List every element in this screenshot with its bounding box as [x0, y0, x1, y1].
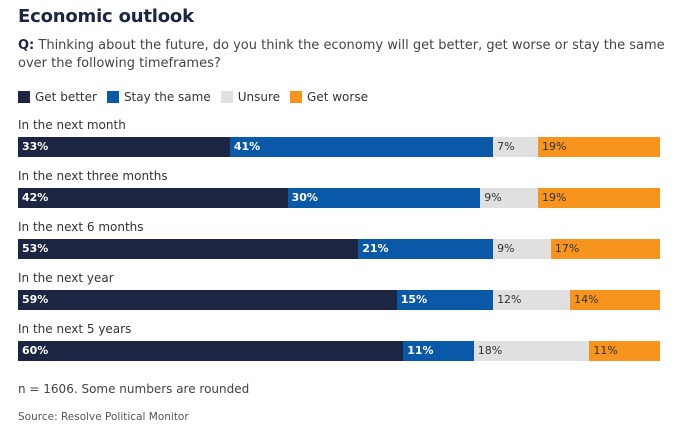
bar-row: 53% 21% 9% 17% [18, 239, 660, 259]
bar-row: 59% 15% 12% 14% [18, 290, 660, 310]
row-label: In the next 6 months [18, 220, 144, 234]
bar-row: 33% 41% 7% 19% [18, 137, 660, 157]
bar-segment-unsure: 12% [493, 290, 571, 310]
data-label-worse: 11% [593, 344, 618, 357]
data-label-same: 15% [400, 293, 428, 306]
bar-segment-unsure: 9% [480, 188, 538, 208]
sample-note: n = 1606. Some numbers are rounded [18, 382, 250, 396]
bar-segment-worse: 17% [550, 239, 660, 259]
bar-segment-better: 60% [18, 341, 404, 361]
data-label-unsure: 7% [497, 140, 515, 153]
bar-segment-unsure: 18% [473, 341, 590, 361]
legend-swatch-same [106, 91, 119, 103]
legend-swatch-unsure [220, 91, 233, 103]
row-label: In the next year [18, 271, 114, 285]
bar-segment-same: 30% [287, 188, 481, 208]
legend-item-unsure: Unsure [220, 90, 281, 104]
bar-segment-worse: 14% [570, 290, 660, 310]
legend-swatch-worse [290, 91, 303, 103]
survey-question: Q: Thinking about the future, do you thi… [18, 37, 668, 73]
question-text: Thinking about the future, do you think … [18, 38, 665, 71]
legend-item-better: Get better [18, 90, 97, 104]
data-label-better: 42% [22, 191, 49, 204]
data-label-same: 30% [291, 191, 318, 204]
legend-item-same: Stay the same [106, 90, 211, 104]
bar-segment-better: 33% [18, 137, 230, 157]
legend: Get better Stay the same Unsure Get worse [18, 90, 378, 104]
data-label-worse: 19% [542, 140, 567, 153]
data-label-better: 59% [22, 293, 49, 306]
legend-label-same: Stay the same [123, 90, 211, 104]
bar-segment-better: 59% [18, 290, 397, 310]
row-label: In the next 5 years [18, 322, 132, 336]
data-label-worse: 17% [554, 242, 580, 255]
bar-segment-same: 41% [229, 137, 494, 157]
legend-label-better: Get better [35, 90, 97, 104]
bar-segment-better: 42% [18, 188, 288, 208]
bar-segment-same: 15% [396, 290, 494, 310]
data-label-same: 21% [362, 242, 389, 255]
bar-segment-same: 11% [403, 341, 474, 361]
data-label-better: 60% [22, 344, 49, 357]
row-label: In the next three months [18, 169, 168, 183]
chart-title: Economic outlook [18, 6, 194, 27]
data-label-same: 11% [407, 344, 434, 357]
bar-segment-better: 53% [18, 239, 359, 259]
data-label-worse: 19% [541, 191, 567, 204]
bar-segment-worse: 19% [538, 137, 660, 157]
data-label-same: 41% [233, 140, 261, 153]
legend-swatch-better [18, 91, 30, 103]
question-prefix: Q: [18, 38, 35, 53]
bar-segment-worse: 19% [537, 188, 660, 208]
source-credit: Source: Resolve Political Monitor [18, 411, 189, 423]
data-label-worse: 14% [574, 293, 599, 306]
row-label: In the next month [18, 118, 126, 132]
legend-item-worse: Get worse [290, 90, 368, 104]
bar-segment-unsure: 7% [493, 137, 539, 157]
data-label-unsure: 12% [497, 293, 522, 306]
data-label-unsure: 18% [477, 344, 503, 357]
bar-segment-same: 21% [358, 239, 494, 259]
bar-row: 60% 11% 18% 11% [18, 341, 660, 361]
legend-label-worse: Get worse [307, 90, 368, 104]
data-label-better: 33% [22, 140, 49, 153]
legend-label-unsure: Unsure [237, 90, 281, 104]
data-label-better: 53% [22, 242, 49, 255]
bar-segment-unsure: 9% [493, 239, 551, 259]
bar-row: 42% 30% 9% 19% [18, 188, 660, 208]
data-label-unsure: 9% [484, 191, 502, 204]
bar-segment-worse: 11% [589, 341, 660, 361]
data-label-unsure: 9% [497, 242, 515, 255]
